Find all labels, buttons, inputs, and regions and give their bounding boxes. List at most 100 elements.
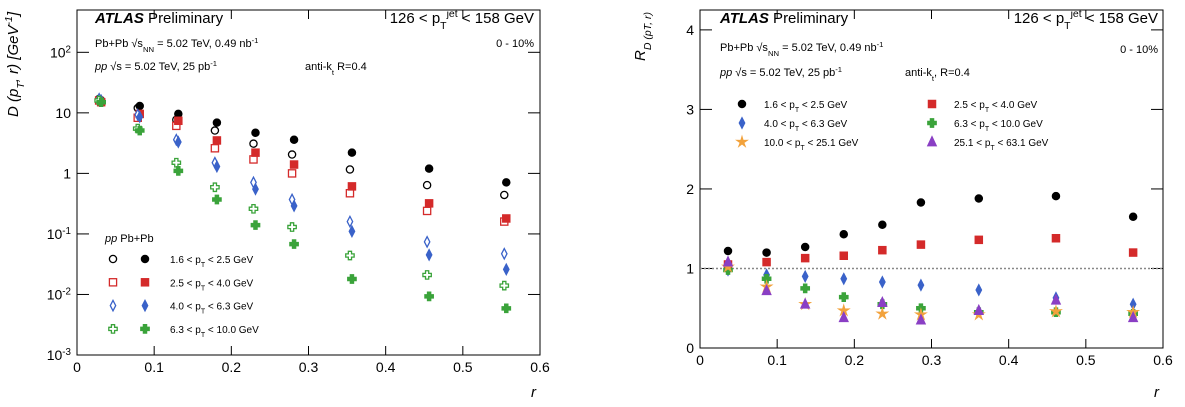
text-part: 1.6 < p <box>170 255 201 266</box>
text-part: D (p <box>5 89 22 117</box>
marker <box>916 198 926 207</box>
marker <box>917 278 925 292</box>
marker <box>738 116 746 130</box>
text-part: -1 <box>62 225 71 236</box>
marker <box>140 254 150 264</box>
marker <box>212 118 222 127</box>
y-tick-label: 3 <box>686 101 694 117</box>
marker <box>96 97 106 108</box>
marker <box>878 245 887 255</box>
marker <box>212 194 222 205</box>
marker <box>174 116 183 126</box>
text-part: ATLAS <box>719 10 769 27</box>
annotation: 126 < pTjet < 158 GeV <box>390 8 534 32</box>
marker <box>422 206 432 216</box>
legend-header: pp Pb+Pb <box>104 233 154 245</box>
marker <box>927 99 937 109</box>
text-part: T <box>985 126 990 133</box>
text-part: < 2.5 GeV <box>205 255 253 266</box>
legend-label: 10.0 < pT < 25.1 GeV <box>764 138 859 152</box>
marker <box>290 199 298 213</box>
y-tick-label: 102 <box>50 44 71 61</box>
text-part: 25.1 < p <box>954 138 991 149</box>
marker <box>737 99 747 109</box>
x-tick-label: 0 <box>73 359 81 375</box>
x-tick-label: 0.3 <box>922 352 942 368</box>
marker <box>502 214 511 223</box>
text-part: √s = 5.02 TeV, 25 pb <box>107 61 210 73</box>
text-part: Pb+Pb √s <box>720 42 768 54</box>
annotation: 126 < pTjet < 158 GeV <box>1014 8 1158 32</box>
legend-label: 4.0 < pT < 6.3 GeV <box>170 302 254 316</box>
marker <box>212 136 222 145</box>
marker <box>251 148 260 157</box>
annotation: pp √s = 5.02 TeV, 25 pb-1 <box>719 65 842 80</box>
text-part: 10 <box>50 44 66 60</box>
marker <box>875 306 890 320</box>
text-part: -1 <box>3 16 15 25</box>
y-tick-label: 10 <box>55 105 71 121</box>
x-tick-label: 0.5 <box>1076 352 1096 368</box>
text-part: anti-k <box>305 61 332 73</box>
text-part: R <box>632 50 649 61</box>
marker <box>135 101 144 111</box>
legend-label: 1.6 < pT < 2.5 GeV <box>170 255 254 269</box>
x-tick-label: 0.1 <box>144 359 164 375</box>
marker <box>735 134 749 148</box>
text-part: T <box>800 145 805 152</box>
marker <box>1048 304 1063 318</box>
marker <box>761 273 772 284</box>
text-part: ATLAS <box>94 10 144 27</box>
marker <box>762 257 771 267</box>
marker <box>289 135 299 144</box>
marker <box>762 248 771 257</box>
text-part: < 10.0 GeV <box>205 325 259 336</box>
marker <box>425 248 433 262</box>
x-tick-label: 0.4 <box>376 359 396 375</box>
x-tick-label: 0.4 <box>999 352 1019 368</box>
text-part: NN <box>143 45 154 54</box>
marker <box>878 220 887 229</box>
text-part: < 4.0 GeV <box>989 100 1037 111</box>
text-part: T <box>990 145 995 152</box>
text-part: t <box>332 68 335 77</box>
marker <box>1050 293 1062 305</box>
marker <box>345 188 355 198</box>
marker <box>287 150 297 159</box>
legend-label: 25.1 < pT < 63.1 GeV <box>954 138 1049 152</box>
marker <box>345 165 355 174</box>
text-part: jet <box>1070 8 1082 20</box>
text-part: 10 <box>47 347 63 363</box>
marker <box>801 269 809 284</box>
marker <box>1051 233 1061 243</box>
x-tick-label: 0.5 <box>453 359 473 375</box>
marker <box>800 242 810 252</box>
text-part: 1.6 < p <box>764 100 795 111</box>
marker <box>140 278 150 287</box>
marker <box>1127 311 1139 323</box>
marker <box>250 220 261 230</box>
marker <box>502 262 510 276</box>
text-part: T <box>201 285 206 292</box>
x-tick-label: 0.2 <box>845 352 865 368</box>
text-part: 10 <box>47 286 63 302</box>
marker <box>345 250 355 261</box>
marker <box>108 278 118 287</box>
text-part: T <box>201 262 206 269</box>
text-part: = 5.02 TeV, 0.49 nb <box>779 42 877 54</box>
text-part: 4.0 < p <box>764 119 795 130</box>
text-part: pp <box>104 233 117 245</box>
text-part: T <box>201 308 206 315</box>
marker <box>346 214 354 229</box>
text-part: T <box>985 107 990 114</box>
marker <box>500 247 508 261</box>
text-part: 126 < p <box>390 10 440 27</box>
annotation: pp √s = 5.02 TeV, 25 pb-1 <box>94 59 217 74</box>
plot-frame <box>699 9 1164 349</box>
marker <box>174 135 182 149</box>
marker <box>141 298 149 313</box>
x-tick-label: 0.3 <box>299 359 319 375</box>
text-part: T <box>15 81 27 89</box>
marker <box>839 230 849 239</box>
legend-label: 6.3 < pT < 10.0 GeV <box>170 325 259 339</box>
